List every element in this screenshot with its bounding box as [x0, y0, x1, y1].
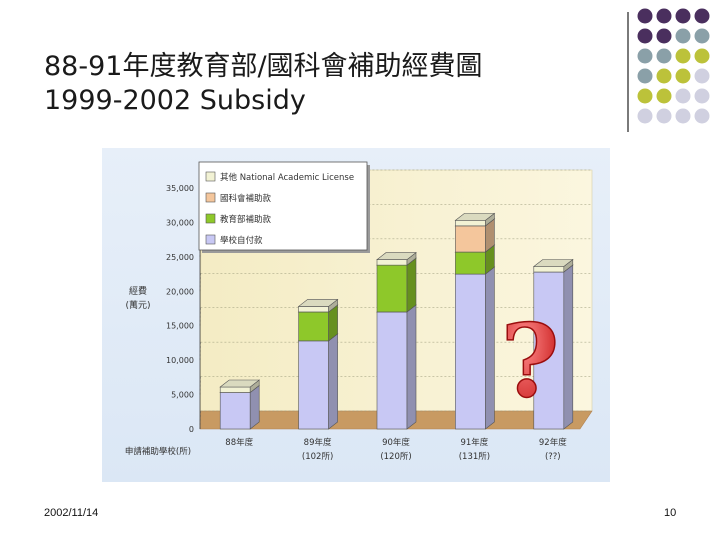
decorative-dot-grid	[637, 8, 710, 124]
x-tick-label: 88年度	[225, 437, 253, 448]
legend-swatch	[205, 171, 216, 182]
subsidy-chart: 其他 National Academic License 國科會補助款教育部補助款…	[102, 148, 610, 482]
decorative-dot	[637, 88, 653, 104]
y-tick-label: 20,000	[166, 287, 194, 296]
bar-side	[406, 257, 417, 313]
y-axis-title: 經費	[129, 285, 147, 297]
legend-swatch	[205, 192, 216, 203]
bar-segment	[219, 392, 251, 430]
decorative-dot	[656, 28, 672, 44]
decorative-dot	[637, 28, 653, 44]
bar-segment	[376, 311, 408, 430]
legend-swatch	[205, 234, 216, 245]
bar-segment	[455, 273, 486, 430]
x-tick-sublabel: (120所)	[380, 451, 411, 462]
legend-label: 學校自付款	[220, 235, 263, 246]
bar-side	[563, 264, 574, 430]
decorative-dot	[637, 48, 653, 64]
bar-top	[219, 379, 261, 388]
x-axis-title: 申請補助學校(所)	[125, 446, 191, 457]
bar-side	[406, 304, 417, 430]
decorative-dot	[656, 68, 672, 84]
decorative-dot	[675, 48, 691, 64]
decorative-dot	[675, 68, 691, 84]
bar-top	[376, 252, 417, 260]
bar-segment	[455, 220, 486, 227]
decorative-dot	[675, 28, 691, 44]
bar-segment	[376, 264, 408, 313]
bar-side	[328, 333, 338, 430]
slide-page-number: 10	[664, 507, 677, 519]
y-tick-label: 0	[189, 425, 194, 434]
x-tick-label: 90年度	[382, 437, 410, 448]
decorative-dot	[675, 88, 691, 104]
legend-box	[198, 161, 368, 251]
decorative-dot	[694, 28, 710, 44]
bar-segment	[455, 251, 486, 275]
bar-segment	[298, 311, 329, 342]
y-tick-label: 10,000	[166, 356, 194, 365]
slide-title-line1: 88-91年度教育部/國科會補助經費圖	[44, 51, 483, 82]
decorative-dot	[637, 8, 653, 24]
decorative-dot	[675, 108, 691, 124]
slide-title-line2: 1999-2002 Subsidy	[44, 85, 306, 116]
x-tick-label: 89年度	[304, 437, 332, 448]
x-tick-sublabel: (131所)	[459, 451, 490, 462]
bar-side	[249, 384, 260, 430]
y-tick-label: 25,000	[166, 253, 194, 262]
bar-segment	[376, 259, 408, 266]
bar-top	[297, 299, 339, 307]
y-axis-title: (萬元)	[125, 299, 150, 311]
decorative-dot	[675, 8, 691, 24]
legend-swatch	[205, 213, 216, 224]
decorative-dot	[656, 88, 672, 104]
y-tick-label: 30,000	[166, 218, 194, 227]
decorative-dot	[656, 108, 672, 124]
decorative-dot	[637, 108, 653, 124]
decorative-dot	[694, 8, 710, 24]
decorative-dot	[694, 88, 710, 104]
y-tick-label: 35,000	[166, 184, 194, 193]
bar-side	[485, 266, 495, 430]
legend-label: 其他 National Academic License	[220, 172, 354, 183]
x-tick-label: 91年度	[460, 437, 488, 448]
title-divider	[627, 12, 629, 132]
bar-segment	[455, 225, 486, 253]
y-tick-label: 5,000	[171, 391, 194, 400]
x-tick-sublabel: (102所)	[302, 451, 333, 462]
decorative-dot	[656, 48, 672, 64]
decorative-dot	[656, 8, 672, 24]
y-tick-label: 15,000	[166, 322, 194, 331]
x-tick-sublabel: (??)	[545, 452, 561, 462]
question-mark-annotation: ?	[501, 302, 560, 420]
slide-date: 2002/11/14	[44, 507, 99, 519]
decorative-dot	[637, 68, 653, 84]
legend-label: 教育部補助款	[220, 214, 272, 225]
bar-top	[532, 259, 574, 267]
bar-segment	[298, 340, 329, 430]
bar-segment	[298, 306, 329, 313]
bar-segment	[219, 386, 251, 393]
decorative-dot	[694, 108, 710, 124]
x-tick-label: 92年度	[539, 437, 567, 448]
bar-top	[454, 213, 496, 221]
legend-label: 國科會補助款	[220, 193, 272, 204]
slide-title: 88-91年度教育部/國科會補助經費圖 1999-2002 Subsidy	[44, 50, 624, 118]
decorative-dot	[694, 68, 710, 84]
decorative-dot	[694, 48, 710, 64]
bar-segment	[533, 266, 565, 273]
